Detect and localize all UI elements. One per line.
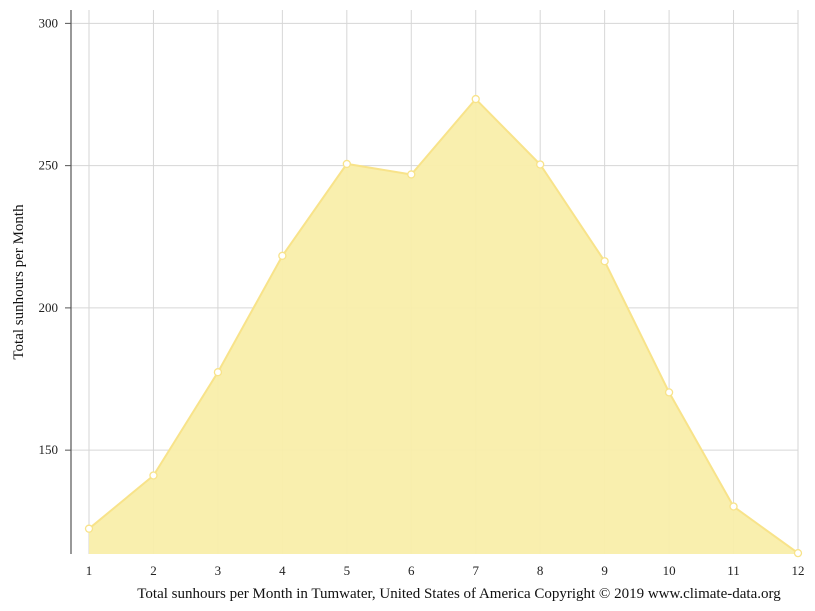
- x-tick-label: 3: [215, 563, 222, 578]
- data-point: [278, 251, 287, 260]
- x-tick-label: 2: [150, 563, 157, 578]
- data-point: [407, 170, 416, 179]
- x-tick-label: 6: [408, 563, 415, 578]
- y-tick-label: 200: [39, 300, 59, 315]
- x-tick-label: 7: [472, 563, 479, 578]
- y-tick-label: 300: [39, 15, 59, 30]
- axis-layer: [65, 10, 72, 554]
- data-point: [84, 524, 94, 533]
- y-axis-title: Total sunhours per Month: [11, 204, 27, 360]
- data-point: [793, 548, 803, 558]
- data-point: [729, 502, 738, 511]
- y-tick-label: 250: [39, 158, 59, 173]
- data-point: [536, 160, 545, 169]
- data-point: [600, 257, 609, 266]
- data-point: [664, 388, 674, 397]
- x-tick-label: 5: [344, 563, 351, 578]
- data-point: [342, 159, 351, 169]
- marker-layer: [84, 94, 803, 558]
- chart-caption: Total sunhours per Month in Tumwater, Un…: [137, 586, 781, 602]
- x-tick-label: 8: [537, 563, 544, 578]
- x-tick-label: 4: [279, 563, 286, 578]
- area-layer: [88, 97, 799, 554]
- x-tick-label: 10: [663, 563, 676, 578]
- data-point: [213, 368, 223, 377]
- series-line: [88, 97, 799, 554]
- series-area: [89, 99, 798, 554]
- data-point: [471, 94, 480, 104]
- x-tick-label: 9: [601, 563, 608, 578]
- data-point: [149, 471, 158, 480]
- x-tick-label: 1: [86, 563, 93, 578]
- x-tick-label: 12: [792, 563, 805, 578]
- y-tick-label: 150: [39, 442, 59, 457]
- x-tick-label: 11: [727, 563, 740, 578]
